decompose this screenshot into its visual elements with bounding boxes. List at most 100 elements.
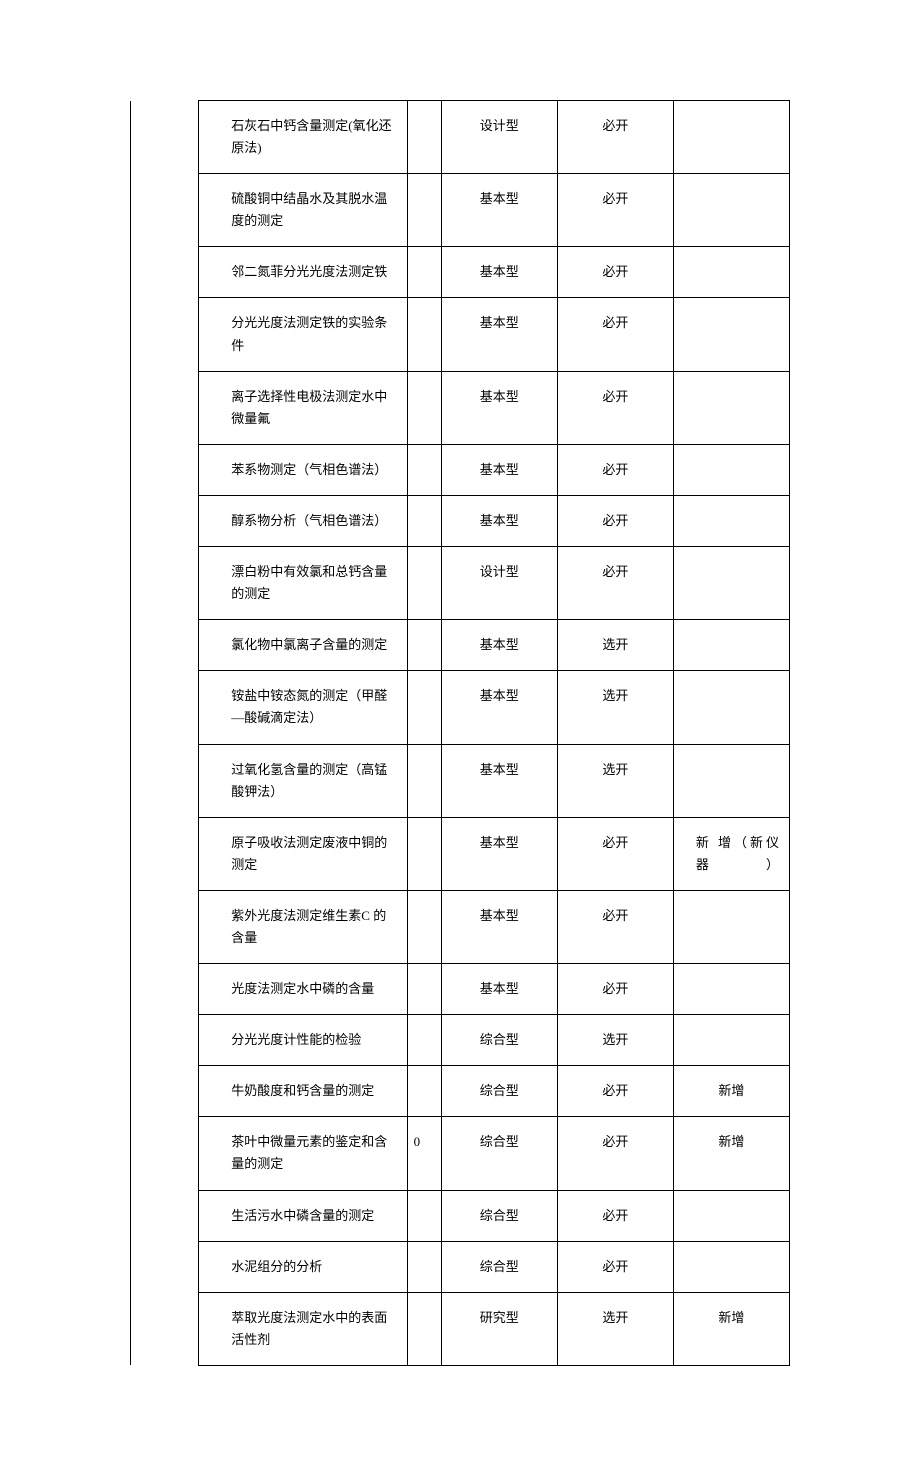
table-row: 石灰石中钙含量测定(氧化还原法)设计型必开 [131,101,790,174]
experiment-name-cell: 紫外光度法测定维生素C 的含量 [199,890,407,963]
note-cell [673,298,789,371]
status-cell: 选开 [557,1015,673,1066]
status-cell: 必开 [557,298,673,371]
col3-cell [407,1190,441,1241]
table-row: 牛奶酸度和钙含量的测定综合型必开新增 [131,1066,790,1117]
status-cell: 必开 [557,101,673,174]
status-cell: 选开 [557,1292,673,1365]
status-cell: 选开 [557,744,673,817]
col3-cell [407,547,441,620]
note-cell: 新增 [673,1292,789,1365]
experiment-name-cell: 生活污水中磷含量的测定 [199,1190,407,1241]
note-cell [673,101,789,174]
note-cell [673,890,789,963]
table-row: 离子选择性电极法测定水中微量氟基本型必开 [131,371,790,444]
type-cell: 基本型 [441,371,557,444]
col3-cell [407,298,441,371]
col3-cell [407,817,441,890]
type-cell: 设计型 [441,547,557,620]
col3-cell [407,620,441,671]
col3-cell [407,495,441,546]
note-cell [673,671,789,744]
type-cell: 基本型 [441,444,557,495]
type-cell: 基本型 [441,247,557,298]
status-cell: 必开 [557,964,673,1015]
status-cell: 必开 [557,817,673,890]
type-cell: 基本型 [441,744,557,817]
status-cell: 必开 [557,495,673,546]
experiment-name-cell: 醇系物分析（气相色谱法） [199,495,407,546]
type-cell: 基本型 [441,174,557,247]
experiment-name-cell: 石灰石中钙含量测定(氧化还原法) [199,101,407,174]
table-row: 漂白粉中有效氯和总钙含量的测定设计型必开 [131,547,790,620]
note-cell [673,547,789,620]
note-cell [673,495,789,546]
experiment-name-cell: 硫酸铜中结晶水及其脱水温度的测定 [199,174,407,247]
status-cell: 必开 [557,371,673,444]
experiment-name-cell: 苯系物测定（气相色谱法） [199,444,407,495]
table-row: 茶叶中微量元素的鉴定和含量的测定0综合型必开新增 [131,1117,790,1190]
type-cell: 基本型 [441,964,557,1015]
status-cell: 必开 [557,174,673,247]
col3-cell [407,371,441,444]
experiment-name-cell: 光度法测定水中磷的含量 [199,964,407,1015]
status-cell: 必开 [557,444,673,495]
table-row: 硫酸铜中结晶水及其脱水温度的测定基本型必开 [131,174,790,247]
type-cell: 综合型 [441,1190,557,1241]
table-row: 铵盐中铵态氮的测定（甲醛—酸碱滴定法） 基本型选开 [131,671,790,744]
table-row: 紫外光度法测定维生素C 的含量基本型必开 [131,890,790,963]
note-cell [673,444,789,495]
status-cell: 选开 [557,620,673,671]
experiment-name-cell: 铵盐中铵态氮的测定（甲醛—酸碱滴定法） [199,671,407,744]
status-cell: 必开 [557,1241,673,1292]
note-cell [673,1241,789,1292]
experiment-name-cell: 离子选择性电极法测定水中微量氟 [199,371,407,444]
type-cell: 基本型 [441,620,557,671]
experiment-name-cell: 氯化物中氯离子含量的测定 [199,620,407,671]
col3-cell [407,174,441,247]
experiment-name-cell: 茶叶中微量元素的鉴定和含量的测定 [199,1117,407,1190]
note-cell: 新增 [673,1066,789,1117]
col3-cell [407,101,441,174]
note-cell: 新 增（新仪器） [673,817,789,890]
col3-cell [407,247,441,298]
status-cell: 必开 [557,1066,673,1117]
note-cell: 新增 [673,1117,789,1190]
experiment-name-cell: 邻二氮菲分光光度法测定铁 [199,247,407,298]
table-row: 水泥组分的分析综合型必开 [131,1241,790,1292]
note-cell [673,247,789,298]
col3-cell: 0 [407,1117,441,1190]
col3-cell [407,1015,441,1066]
experiment-name-cell: 萃取光度法测定水中的表面活性剂 [199,1292,407,1365]
status-cell: 必开 [557,1190,673,1241]
experiments-table: 石灰石中钙含量测定(氧化还原法)设计型必开硫酸铜中结晶水及其脱水温度的测定基本型… [130,100,790,1366]
type-cell: 基本型 [441,495,557,546]
status-cell: 必开 [557,247,673,298]
note-cell [673,1015,789,1066]
experiment-name-cell: 牛奶酸度和钙含量的测定 [199,1066,407,1117]
note-cell [673,1190,789,1241]
table-row: 萃取光度法测定水中的表面活性剂研究型选开新增 [131,1292,790,1365]
col3-cell [407,1292,441,1365]
experiment-name-cell: 分光光度法测定铁的实验条件 [199,298,407,371]
status-cell: 选开 [557,671,673,744]
type-cell: 基本型 [441,671,557,744]
type-cell: 基本型 [441,298,557,371]
experiment-name-cell: 漂白粉中有效氯和总钙含量的测定 [199,547,407,620]
table-row: 氯化物中氯离子含量的测定基本型选开 [131,620,790,671]
col3-cell [407,890,441,963]
type-cell: 综合型 [441,1241,557,1292]
merged-empty-cell [131,101,199,1366]
experiment-name-cell: 水泥组分的分析 [199,1241,407,1292]
type-cell: 研究型 [441,1292,557,1365]
col3-cell [407,671,441,744]
table-row: 光度法测定水中磷的含量基本型必开 [131,964,790,1015]
table-row: 邻二氮菲分光光度法测定铁基本型必开 [131,247,790,298]
note-cell [673,964,789,1015]
col3-cell [407,444,441,495]
col3-cell [407,964,441,1015]
note-cell [673,744,789,817]
col3-cell [407,1241,441,1292]
note-cell [673,371,789,444]
status-cell: 必开 [557,890,673,963]
